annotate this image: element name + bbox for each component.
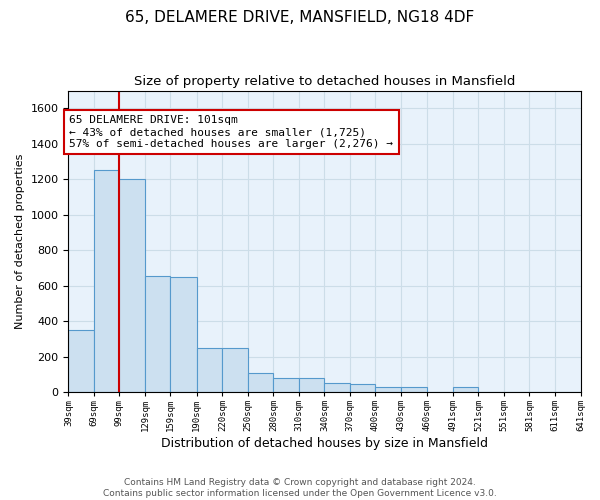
Bar	[68, 330, 94, 392]
Bar	[453, 388, 478, 392]
Bar	[223, 348, 248, 392]
Bar	[197, 348, 223, 392]
Bar	[94, 170, 119, 392]
Bar	[325, 383, 350, 392]
Bar	[376, 387, 401, 392]
X-axis label: Distribution of detached houses by size in Mansfield: Distribution of detached houses by size …	[161, 437, 488, 450]
Bar	[299, 378, 325, 392]
Bar	[274, 378, 299, 392]
Bar	[145, 276, 170, 392]
Text: Contains HM Land Registry data © Crown copyright and database right 2024.
Contai: Contains HM Land Registry data © Crown c…	[103, 478, 497, 498]
Text: 65 DELAMERE DRIVE: 101sqm
← 43% of detached houses are smaller (1,725)
57% of se: 65 DELAMERE DRIVE: 101sqm ← 43% of detac…	[69, 116, 393, 148]
Bar	[119, 180, 145, 392]
Bar	[248, 372, 274, 392]
Bar	[170, 277, 197, 392]
Y-axis label: Number of detached properties: Number of detached properties	[15, 154, 25, 329]
Bar	[401, 388, 427, 392]
Text: 65, DELAMERE DRIVE, MANSFIELD, NG18 4DF: 65, DELAMERE DRIVE, MANSFIELD, NG18 4DF	[125, 10, 475, 25]
Bar	[350, 384, 376, 392]
Title: Size of property relative to detached houses in Mansfield: Size of property relative to detached ho…	[134, 75, 515, 88]
